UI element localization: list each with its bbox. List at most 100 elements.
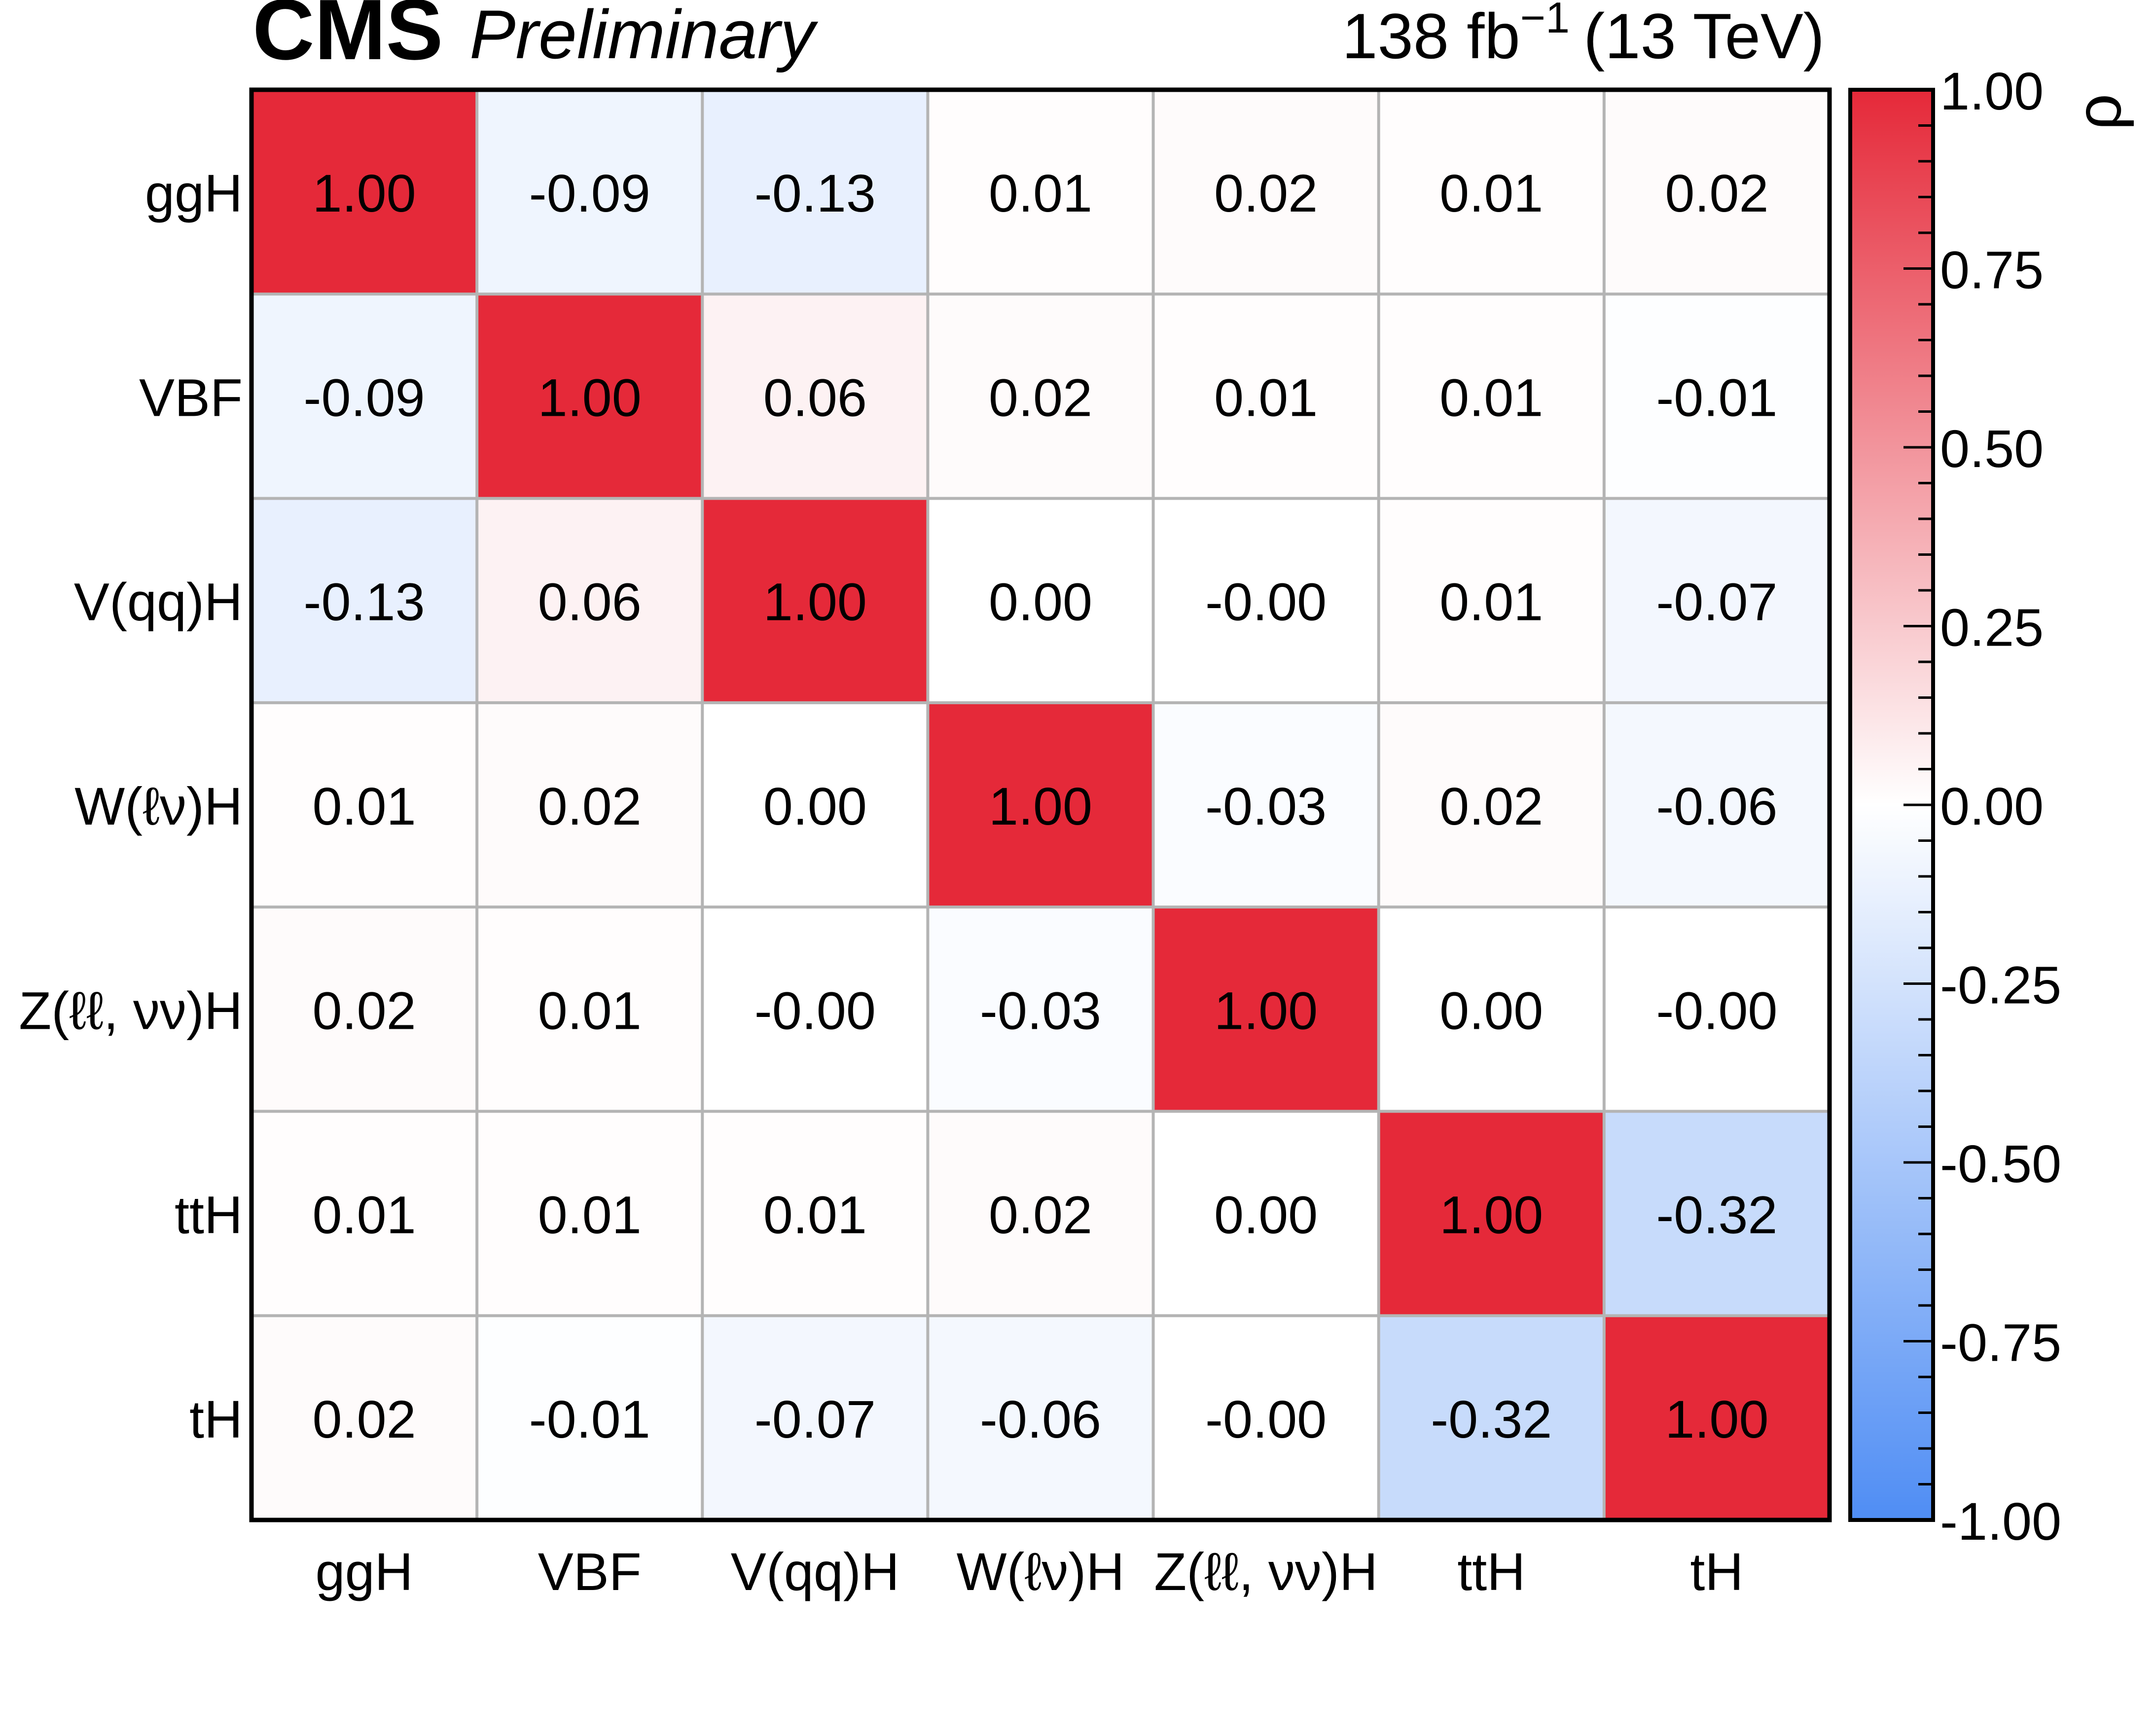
cell-value-label: 0.02 [989, 1185, 1092, 1245]
energy-value: (13 TeV) [1583, 0, 1825, 72]
cell-value-label: 0.01 [1439, 572, 1543, 632]
cell-value-label: 0.00 [763, 776, 867, 836]
colorbar-tick-label: 0.00 [1940, 776, 2044, 836]
x-tick-label: W(ℓν)H [957, 1542, 1125, 1601]
cell-value-label: 1.00 [538, 367, 642, 427]
heatmap-cell [477, 294, 703, 499]
cell-value-label: 0.01 [1214, 367, 1318, 427]
cell-value-label: 1.00 [1439, 1185, 1543, 1245]
colorbar-tick-label: 0.50 [1940, 419, 2044, 478]
heatmap-cell [1378, 90, 1605, 294]
cell-value-label: -0.13 [303, 572, 425, 632]
heatmap-cell [1604, 90, 1830, 294]
heatmap-cells [251, 90, 1830, 1520]
heatmap-cell [702, 498, 928, 703]
cell-value-label: -0.01 [529, 1389, 650, 1449]
cell-value-label: -0.07 [1656, 572, 1777, 632]
cell-value-label: 0.01 [989, 163, 1092, 223]
heatmap-cell [1153, 90, 1379, 294]
cell-value-label: -0.09 [529, 163, 650, 223]
cell-value-label: -0.03 [1205, 776, 1327, 836]
heatmap-cell [1604, 1111, 1830, 1316]
experiment-label: CMS [252, 0, 443, 77]
heatmap-cell [928, 907, 1154, 1112]
cell-value-label: -0.32 [1656, 1185, 1777, 1245]
cell-value-label: 0.02 [1439, 776, 1543, 836]
cell-value-label: 0.01 [538, 1185, 642, 1245]
y-axis-tick-labels: ggH VBF V(qq)H W(ℓν)H Z(ℓℓ, νν)H ttH tH [19, 163, 243, 1449]
cell-value-label: -0.06 [1656, 776, 1777, 836]
colorbar-tick-label: 1.00 [1940, 61, 2044, 121]
cell-value-label: 1.00 [312, 163, 416, 223]
heatmap-cell [702, 702, 928, 907]
heatmap-cell [928, 90, 1154, 294]
heatmap-cell [251, 1111, 477, 1316]
cell-value-label: -0.00 [754, 980, 876, 1040]
cell-value-label: -0.00 [1205, 1389, 1327, 1449]
cell-value-label: 1.00 [1214, 980, 1318, 1040]
heatmap-cell [1153, 702, 1379, 907]
heatmap-cell [1378, 1111, 1605, 1316]
cell-value-label: 0.02 [538, 776, 642, 836]
heatmap-cell [928, 294, 1154, 499]
heatmap-cell [251, 907, 477, 1112]
heatmap-cell [251, 1315, 477, 1520]
heatmap-cell [702, 90, 928, 294]
heatmap-cell [1378, 907, 1605, 1112]
colorbar-tick-label: -0.25 [1940, 955, 2061, 1015]
heatmap-cell [477, 702, 703, 907]
cell-value-label: -0.07 [754, 1389, 876, 1449]
heatmap-cell [251, 90, 477, 294]
heatmap-cell-labels: 1.00 -0.09 -0.13 0.01 0.02 0.01 0.02 -0.09 1.00 0… [303, 163, 1777, 1449]
colorbar-tick-labels: 1.00 0.75 0.50 0.25 0.00 -0.25 -0.50 -0.75 -1.00 [1940, 61, 2061, 1551]
cell-value-label: 0.06 [763, 367, 867, 427]
luminosity-label: 138 fb−1 (13 TeV) [1342, 0, 1825, 72]
cell-value-label: 1.00 [1665, 1389, 1768, 1449]
heatmap-cell [1604, 1315, 1830, 1520]
heatmap-cell [702, 907, 928, 1112]
x-axis-tick-labels: ggH VBF V(qq)H W(ℓν)H Z(ℓℓ, νν)H ttH tH [316, 1542, 1744, 1601]
cell-value-label: 0.01 [1439, 367, 1543, 427]
heatmap-cell [477, 498, 703, 703]
cell-value-label: -0.00 [1656, 980, 1777, 1040]
heatmap-cell [1604, 907, 1830, 1112]
luminosity-value: 138 fb [1342, 0, 1520, 72]
heatmap-cell [1378, 702, 1605, 907]
heatmap-cell [928, 702, 1154, 907]
colorbar-tick-label: 0.75 [1940, 240, 2044, 300]
heatmap-cell [702, 1315, 928, 1520]
x-tick-label: Z(ℓℓ, νν)H [1154, 1542, 1378, 1601]
heatmap-grid [251, 90, 1830, 1520]
cell-value-label: 0.01 [763, 1185, 867, 1245]
cell-value-label: 0.02 [1214, 163, 1318, 223]
y-tick-label: ggH [145, 163, 243, 223]
colorbar-tick-label: 0.25 [1940, 598, 2044, 657]
heatmap-cell [477, 907, 703, 1112]
heatmap-cell [251, 294, 477, 499]
cell-value-label: 0.02 [989, 367, 1092, 427]
cell-value-label: 0.00 [989, 572, 1092, 632]
heatmap-cell [477, 1111, 703, 1316]
cell-value-label: -0.32 [1431, 1389, 1552, 1449]
heatmap-cell [1153, 294, 1379, 499]
colorbar-tick-label: -0.50 [1940, 1134, 2061, 1194]
x-tick-label: ggH [316, 1542, 413, 1601]
cell-value-label: -0.09 [303, 367, 425, 427]
colorbar-tick-label: -1.00 [1940, 1491, 2061, 1551]
cell-value-label: -0.00 [1205, 572, 1327, 632]
x-tick-label: V(qq)H [731, 1542, 899, 1601]
cell-value-label: -0.13 [754, 163, 876, 223]
cell-value-label: 0.00 [1439, 980, 1543, 1040]
cell-value-label: 0.01 [312, 1185, 416, 1245]
heatmap-cell [1153, 1111, 1379, 1316]
heatmap-cell [251, 702, 477, 907]
heatmap-cell [1153, 1315, 1379, 1520]
y-tick-label: Z(ℓℓ, νν)H [19, 980, 243, 1040]
colorbar-tick-label: -0.75 [1940, 1313, 2061, 1373]
heatmap-cell [928, 498, 1154, 703]
cell-value-label: 0.06 [538, 572, 642, 632]
plot-frame [249, 87, 1832, 1522]
cell-value-label: 0.02 [1665, 163, 1768, 223]
heatmap-cell [477, 1315, 703, 1520]
